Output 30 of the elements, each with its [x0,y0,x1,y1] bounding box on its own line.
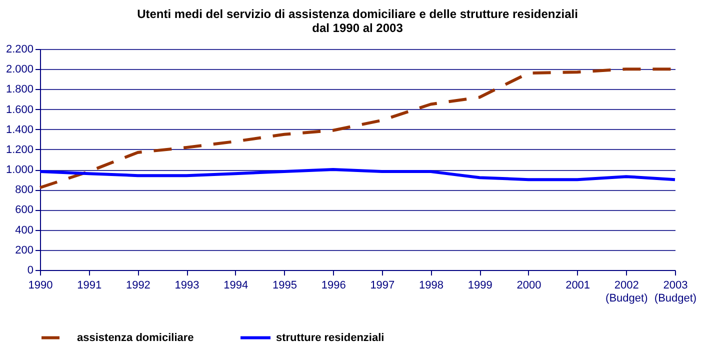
y-tick-label: 1.800 [6,84,34,96]
y-tick-label: 2.000 [6,64,34,76]
y-tick-label: 400 [15,224,34,236]
y-tick-label: 800 [15,184,34,196]
legend-label: strutture residenziali [276,332,384,344]
y-tick-label: 200 [15,244,34,256]
x-tick-label: 1992 [126,280,150,292]
x-tick-label: 1995 [272,280,297,292]
x-tick-label: 2003 (Budget) [654,280,697,304]
x-tick-label: 1999 [468,280,492,292]
line-series [38,168,676,182]
x-tick-label: 1993 [174,280,200,292]
x-tick-label: 2002 (Budget) [606,280,648,304]
y-tick-label: 1.400 [6,124,34,136]
y-tick-label: 600 [15,204,34,216]
x-tick-label: 1991 [77,280,102,292]
y-tick-label: 1.200 [6,144,34,156]
x-tick-label: 1998 [419,280,444,292]
x-tick-label: 1996 [321,280,346,292]
y-tick-label: 1.600 [6,104,34,116]
x-tick-label: 1990 [28,280,53,292]
legend-label: assistenza domiciliare [77,332,194,344]
x-tick-label: 2000 [516,280,542,292]
x-tick-label: 1997 [370,280,395,292]
x-tick-label: 2001 [566,280,590,292]
y-tick-label: 2.200 [6,44,34,56]
x-tick-label: 1994 [224,280,248,292]
y-tick-label: 1.000 [6,164,34,176]
y-tick-label: 0 [27,264,34,276]
chart-title: Utenti medi del servizio di assistenza domiciliare e delle strutture residenziali dal 1990 al 2003 [137,7,578,35]
